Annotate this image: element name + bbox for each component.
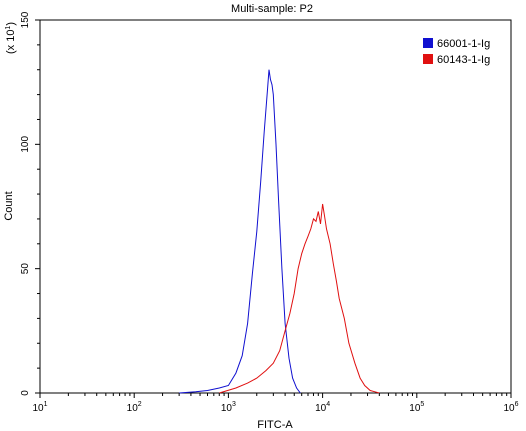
x-tick-label: 103: [221, 401, 236, 414]
legend: 66001-1-Ig 60143-1-Ig: [423, 38, 490, 66]
y-tick-label: 0: [20, 390, 31, 396]
x-tick-exponent: 4: [326, 401, 330, 408]
legend-label-1: 60143-1-Ig: [437, 54, 490, 66]
x-tick-exponent: 2: [138, 401, 142, 408]
x-tick-label: 105: [409, 401, 424, 414]
y-multiplier-prefix: (x 10: [5, 30, 17, 54]
x-axis-label: FITC-A: [257, 419, 293, 431]
y-multiplier-label: (x 101): [5, 22, 17, 54]
y-tick-label: 150: [20, 11, 31, 28]
x-tick-label: 104: [315, 401, 330, 414]
legend-label-0: 66001-1-Ig: [437, 38, 490, 50]
x-tick-label: 106: [503, 401, 518, 414]
chart-title: Multi-sample: P2: [231, 3, 313, 15]
x-tick-label: 101: [32, 401, 47, 414]
x-tick-base: 10: [221, 403, 233, 414]
y-axis-label: Count: [3, 191, 15, 220]
x-tick-label: 102: [127, 401, 142, 414]
y-multiplier-exponent: 1: [5, 26, 12, 30]
y-tick-label: 50: [20, 263, 31, 275]
x-tick-base: 10: [315, 403, 327, 414]
series-line-0: [179, 69, 301, 394]
x-tick-exponent: 6: [515, 401, 519, 408]
x-tick-exponent: 1: [44, 401, 48, 408]
x-tick-base: 10: [503, 403, 515, 414]
series-layer: [179, 69, 380, 394]
plot-frame: [39, 19, 512, 394]
legend-swatch-1: [423, 54, 433, 64]
x-tick-exponent: 3: [232, 401, 236, 408]
y-multiplier-suffix: ): [5, 22, 17, 26]
series-line-1: [219, 203, 380, 394]
x-tick-base: 10: [127, 403, 139, 414]
x-tick-base: 10: [409, 403, 421, 414]
x-tick-base: 10: [32, 403, 44, 414]
y-tick-label: 100: [20, 136, 31, 153]
legend-swatch-0: [423, 38, 433, 48]
x-tick-exponent: 5: [420, 401, 424, 408]
